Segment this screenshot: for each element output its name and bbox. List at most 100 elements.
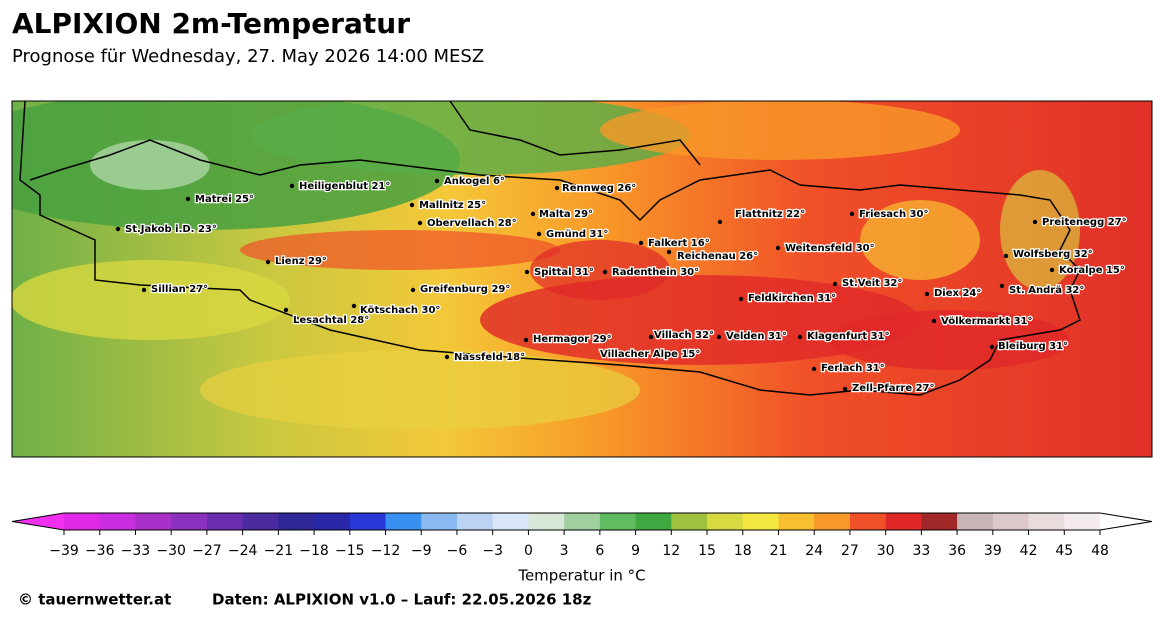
- colorbar-swatch: [671, 513, 708, 530]
- colorbar-tick-label: −33: [121, 543, 151, 559]
- place-dot: [351, 303, 357, 309]
- colorbar-swatch: [1028, 513, 1065, 530]
- place-label: Ferlach 31°: [821, 363, 885, 374]
- place-label: Zell-Pfarre 27°: [852, 383, 935, 394]
- colorbar-swatch: [885, 513, 922, 530]
- place-dot: [554, 185, 560, 191]
- place-dot: [648, 334, 654, 340]
- colorbar-tick-label: 39: [984, 543, 1002, 559]
- place-label: Heiligenblut 21°: [299, 181, 390, 192]
- place-dot: [410, 287, 416, 293]
- place-label: Diex 24°: [934, 288, 981, 299]
- place-label: Hermagor 29°: [533, 334, 612, 345]
- colorbar-tick-label: 24: [805, 543, 823, 559]
- colorbar-tick-label: −18: [299, 543, 329, 559]
- colorbar-over: [1100, 513, 1152, 530]
- place-dot: [1003, 253, 1009, 259]
- colorbar-swatch: [528, 513, 565, 530]
- place-dot: [666, 249, 672, 255]
- place-dot: [530, 211, 536, 217]
- subtitle: Prognose für Wednesday, 27. May 2026 14:…: [12, 46, 484, 67]
- place-label: Völkermarkt 31°: [941, 316, 1033, 327]
- place-label: Mallnitz 25°: [419, 200, 486, 211]
- colorbar-swatch: [814, 513, 851, 530]
- colorbar-swatch: [421, 513, 458, 530]
- colorbar-tick-label: 33: [912, 543, 930, 559]
- place-dot: [524, 269, 530, 275]
- colorbar-tick-label: 48: [1091, 543, 1109, 559]
- colorbar-tick-label: −27: [192, 543, 222, 559]
- colorbar-tick-label: 45: [1055, 543, 1073, 559]
- place-dot: [797, 334, 803, 340]
- colorbar-tick-label: −12: [371, 543, 401, 559]
- place-dot: [832, 281, 838, 287]
- colorbar-swatch: [242, 513, 279, 530]
- colorbar-tick-label: 21: [770, 543, 788, 559]
- colorbar-tick-label: −9: [411, 543, 432, 559]
- place-label: St.Jakob i.D. 23°: [125, 224, 217, 235]
- place-label: Villacher Alpe 15°: [600, 349, 700, 360]
- colorbar-tick-label: −30: [156, 543, 186, 559]
- place-dot: [775, 245, 781, 251]
- colorbar-tick-label: 3: [560, 543, 569, 559]
- colorbar-tick-label: 30: [877, 543, 895, 559]
- copyright: © tauernwetter.at: [18, 591, 171, 609]
- place-label: Rennweg 26°: [562, 183, 636, 194]
- colorbar-swatch: [599, 513, 637, 530]
- colorbar-tick-label: 18: [734, 543, 752, 559]
- colorbar-tick-label: 36: [948, 543, 966, 559]
- place-dot: [115, 226, 121, 232]
- place-dot: [999, 283, 1005, 289]
- place-dot: [638, 240, 644, 246]
- place-dot: [141, 287, 147, 293]
- place-label: Lienz 29°: [275, 256, 327, 267]
- colorbar-tick-label: −3: [482, 543, 503, 559]
- colorbar-under: [12, 513, 64, 530]
- colorbar-swatch: [99, 513, 136, 530]
- colorbar-label: Temperatur in °C: [517, 567, 645, 585]
- place-dot: [849, 211, 855, 217]
- place-dot: [417, 220, 423, 226]
- place-dot: [1049, 267, 1055, 273]
- place-dot: [536, 231, 542, 237]
- colorbar-swatch: [171, 513, 208, 530]
- colorbar-swatch: [849, 513, 887, 530]
- place-label: Flattnitz 22°: [735, 209, 805, 220]
- colorbar-tick-label: 6: [595, 543, 604, 559]
- place-dot: [931, 318, 937, 324]
- colorbar-swatch: [742, 513, 779, 530]
- place-label: Sillian 27°: [151, 284, 208, 295]
- place-label: Klagenfurt 31°: [807, 331, 890, 342]
- colorbar: −39 −36 −33 −30 −27 −24 −21 −18 −15 −12 −9 −6 −3 0 3 6 9…: [11, 512, 1153, 559]
- colorbar-swatch: [206, 513, 244, 530]
- place-dot: [1032, 219, 1038, 225]
- place-dot: [434, 178, 440, 184]
- place-dot: [444, 354, 450, 360]
- colorbar-swatch: [385, 513, 422, 530]
- place-dot: [811, 366, 817, 372]
- colorbar-swatch: [278, 513, 315, 530]
- place-label: Wolfsberg 32°: [1013, 249, 1093, 260]
- place-dot: [602, 269, 608, 275]
- colorbar-tick-label: −36: [85, 543, 115, 559]
- colorbar-tick-label: 15: [698, 543, 716, 559]
- colorbar-swatch: [492, 513, 529, 530]
- source: Daten: ALPIXION v1.0 – Lauf: 22.05.2026 …: [212, 591, 592, 609]
- colorbar-swatch: [564, 513, 601, 530]
- place-label: Velden 31°: [726, 331, 787, 342]
- place-label: Falkert 16°: [648, 238, 710, 249]
- place-label: Obervellach 28°: [427, 218, 517, 229]
- place-dot: [738, 296, 744, 302]
- place-label: Matrei 25°: [195, 194, 254, 205]
- colorbar-tick-label: −39: [49, 543, 79, 559]
- place-dot: [409, 202, 415, 208]
- place-label: Preitenegg 27°: [1042, 217, 1127, 228]
- colorbar-tick-label: 12: [662, 543, 680, 559]
- place-dot: [265, 259, 271, 265]
- place-label: Kötschach 30°: [360, 305, 440, 316]
- place-label: Friesach 30°: [859, 209, 928, 220]
- colorbar-tick-label: −6: [447, 543, 468, 559]
- colorbar-swatch: [456, 513, 494, 530]
- colorbar-swatch: [64, 513, 101, 530]
